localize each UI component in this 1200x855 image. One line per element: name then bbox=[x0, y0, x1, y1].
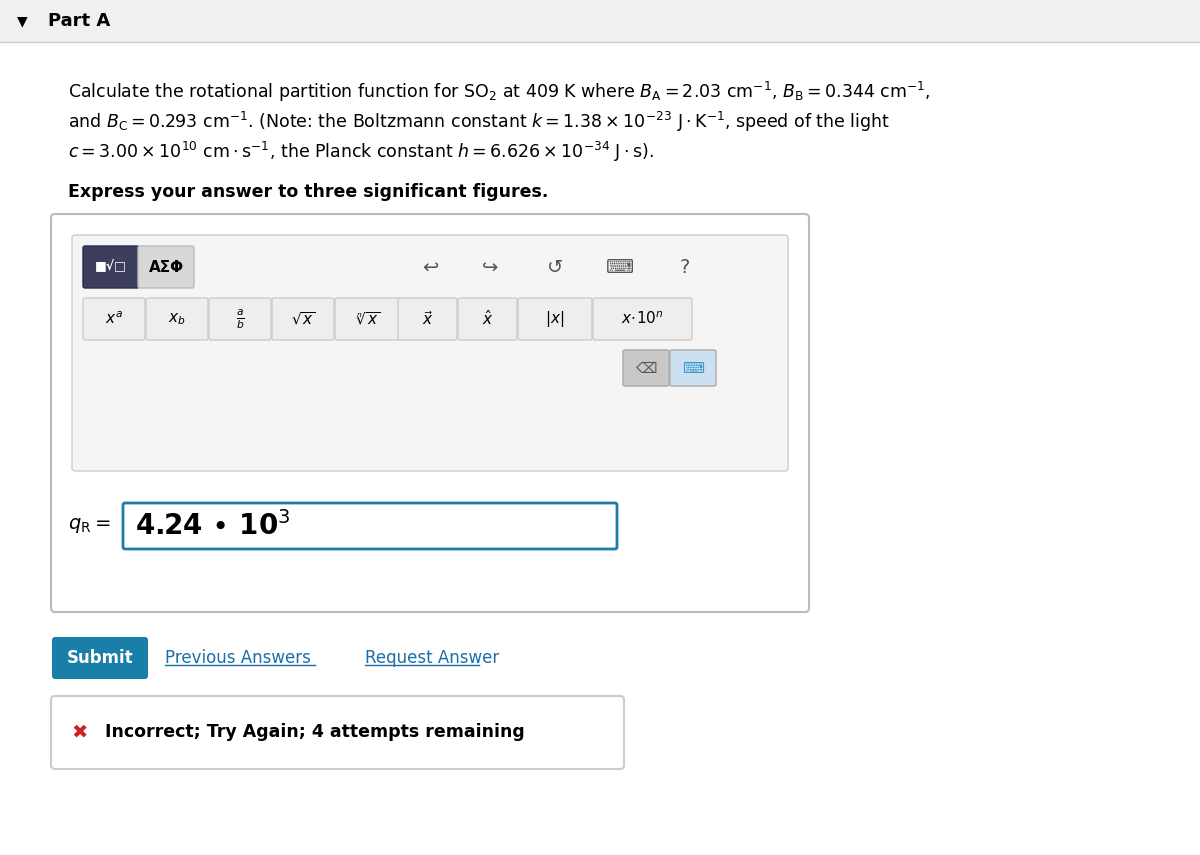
Text: and $\mathit{B}_{\rm C} = 0.293\ \rm{cm}^{-1}$. (Note: the Boltzmann constant $\: and $\mathit{B}_{\rm C} = 0.293\ \rm{cm}… bbox=[68, 110, 890, 134]
FancyBboxPatch shape bbox=[138, 246, 194, 288]
Text: $\hat{x}$: $\hat{x}$ bbox=[481, 310, 493, 328]
FancyBboxPatch shape bbox=[518, 298, 592, 340]
FancyBboxPatch shape bbox=[272, 298, 334, 340]
FancyBboxPatch shape bbox=[124, 503, 617, 549]
Text: Incorrect; Try Again; 4 attempts remaining: Incorrect; Try Again; 4 attempts remaini… bbox=[106, 723, 524, 741]
Text: Previous Answers: Previous Answers bbox=[166, 649, 311, 667]
Text: ✖: ✖ bbox=[72, 722, 88, 741]
FancyBboxPatch shape bbox=[72, 235, 788, 471]
FancyBboxPatch shape bbox=[83, 298, 145, 340]
Text: ⌨: ⌨ bbox=[606, 257, 634, 276]
Text: ■√□: ■√□ bbox=[95, 261, 127, 274]
Text: $x^a$: $x^a$ bbox=[106, 310, 122, 327]
Text: Request Answer: Request Answer bbox=[365, 649, 499, 667]
FancyBboxPatch shape bbox=[593, 298, 692, 340]
Text: ↪: ↪ bbox=[482, 257, 498, 276]
Text: $\sqrt{x}$: $\sqrt{x}$ bbox=[290, 310, 316, 327]
Text: ⌨: ⌨ bbox=[682, 361, 704, 375]
Text: $q_{\rm R} =$: $q_{\rm R} =$ bbox=[68, 516, 110, 534]
Text: Submit: Submit bbox=[67, 649, 133, 667]
Text: Express your answer to three significant figures.: Express your answer to three significant… bbox=[68, 183, 548, 201]
Text: $x_b$: $x_b$ bbox=[168, 311, 186, 327]
FancyBboxPatch shape bbox=[335, 298, 401, 340]
Text: ↺: ↺ bbox=[547, 257, 563, 276]
FancyBboxPatch shape bbox=[670, 350, 716, 386]
Text: $|x|$: $|x|$ bbox=[545, 309, 565, 329]
Text: 4.24 $\bullet$ 10$^3$: 4.24 $\bullet$ 10$^3$ bbox=[134, 511, 290, 541]
FancyBboxPatch shape bbox=[398, 298, 457, 340]
Text: $x\!\cdot\!10^n$: $x\!\cdot\!10^n$ bbox=[622, 310, 664, 327]
FancyBboxPatch shape bbox=[623, 350, 670, 386]
Text: $\vec{x}$: $\vec{x}$ bbox=[421, 310, 433, 328]
Text: $\sqrt[n]{x}$: $\sqrt[n]{x}$ bbox=[355, 310, 380, 327]
Text: $\frac{a}{b}$: $\frac{a}{b}$ bbox=[235, 307, 245, 331]
FancyBboxPatch shape bbox=[50, 696, 624, 769]
Text: ⌫: ⌫ bbox=[635, 361, 656, 375]
Text: $\mathit{c} = 3.00 \times 10^{10}\ \rm{cm \cdot s^{-1}}$, the Planck constant $\: $\mathit{c} = 3.00 \times 10^{10}\ \rm{c… bbox=[68, 140, 654, 164]
FancyBboxPatch shape bbox=[83, 246, 139, 288]
Text: Part A: Part A bbox=[48, 12, 110, 30]
FancyBboxPatch shape bbox=[209, 298, 271, 340]
Text: ?: ? bbox=[680, 257, 690, 276]
FancyBboxPatch shape bbox=[146, 298, 208, 340]
Text: ↩: ↩ bbox=[422, 257, 438, 276]
FancyBboxPatch shape bbox=[50, 214, 809, 612]
Text: AΣΦ: AΣΦ bbox=[149, 260, 184, 274]
Text: Calculate the rotational partition function for SO$_2$ at 409 K where $\mathit{B: Calculate the rotational partition funct… bbox=[68, 80, 931, 104]
Bar bbox=[0, 0, 1200, 42]
FancyBboxPatch shape bbox=[52, 637, 148, 679]
FancyBboxPatch shape bbox=[458, 298, 517, 340]
Text: ▼: ▼ bbox=[17, 14, 28, 28]
